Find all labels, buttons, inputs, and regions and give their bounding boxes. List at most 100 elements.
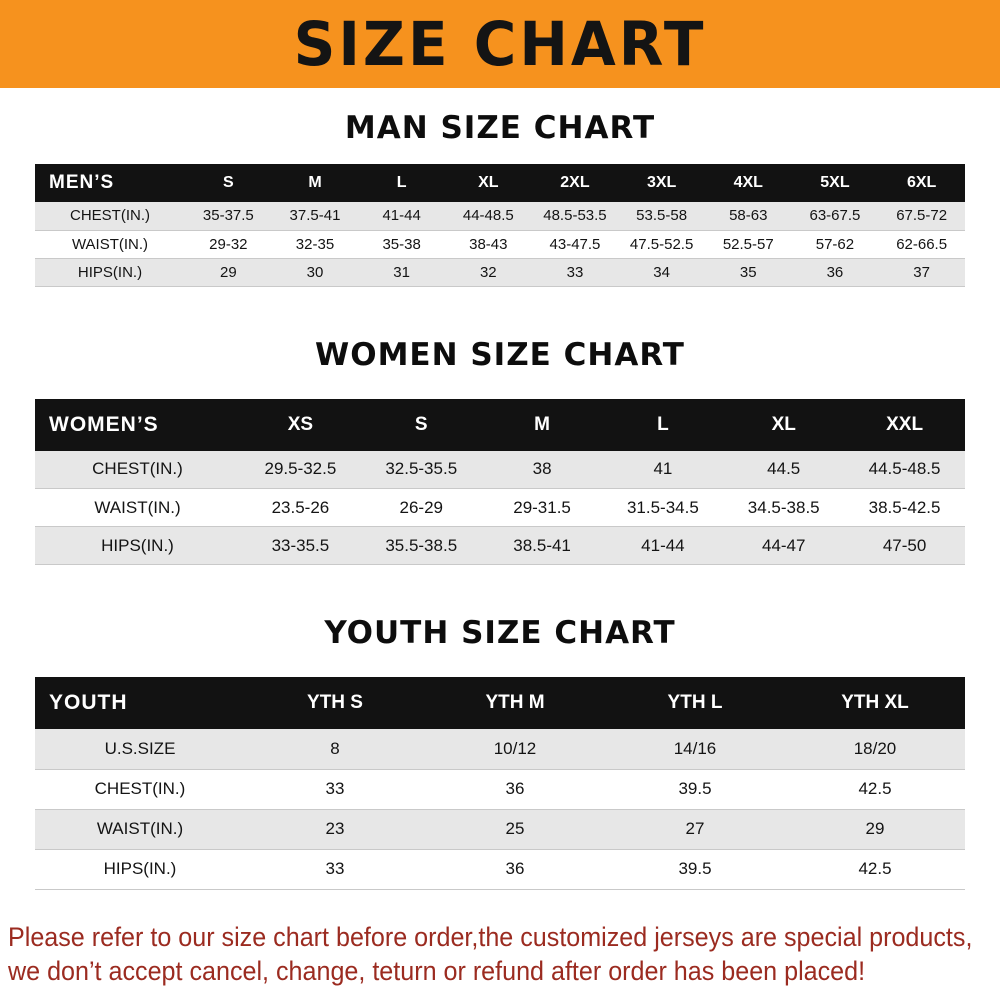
size-value-cell: 14/16 xyxy=(605,729,785,770)
size-value-cell: 29-32 xyxy=(185,230,272,259)
size-value-cell: 10/12 xyxy=(425,729,605,770)
size-column-header: L xyxy=(602,398,724,451)
measurement-label: HIPS(IN.) xyxy=(35,849,245,890)
size-value-cell: 26-29 xyxy=(360,488,482,527)
size-value-cell: 44-47 xyxy=(723,526,845,565)
size-value-cell: 38.5-42.5 xyxy=(844,488,965,527)
size-value-cell: 34 xyxy=(618,258,705,287)
measurement-label: HIPS(IN.) xyxy=(35,258,185,287)
table-header-row: WOMEN’S XS S M L XL XXL xyxy=(35,398,965,451)
size-value-cell: 35.5-38.5 xyxy=(360,526,482,565)
size-value-cell: 38-43 xyxy=(444,230,532,259)
size-value-cell: 42.5 xyxy=(785,769,965,810)
size-value-cell: 25 xyxy=(425,809,605,850)
youth-section-heading: YOUTH SIZE CHART xyxy=(324,615,676,651)
size-value-cell: 33 xyxy=(245,769,425,810)
size-value-cell: 44.5-48.5 xyxy=(844,450,965,489)
size-value-cell: 8 xyxy=(245,729,425,770)
size-value-cell: 35 xyxy=(704,258,792,287)
measurement-label: WAIST(IN.) xyxy=(35,809,245,850)
size-value-cell: 31.5-34.5 xyxy=(602,488,724,527)
size-value-cell: 33-35.5 xyxy=(240,526,361,565)
youth-size-section: YOUTH SIZE CHART YOUTH YTH S YTH M YTH L YTH… xyxy=(0,615,1000,890)
women-size-table: WOMEN’S XS S M L XL XXL CHEST(IN.) 29.5-32.5 32.5… xyxy=(35,398,965,565)
measurement-label: HIPS(IN.) xyxy=(35,526,240,565)
size-column-header: S xyxy=(360,398,482,451)
size-value-cell: 23 xyxy=(245,809,425,850)
size-value-cell: 29 xyxy=(185,258,272,287)
size-value-cell: 53.5-58 xyxy=(618,202,705,231)
size-column-header: M xyxy=(271,164,359,202)
men-size-table: MEN’S S M L XL 2XL 3XL 4XL 5XL 6XL CHEST(IN.) 35-37… xyxy=(35,164,965,287)
measurement-label: CHEST(IN.) xyxy=(35,769,245,810)
size-value-cell: 48.5-53.5 xyxy=(531,202,619,231)
size-value-cell: 35-37.5 xyxy=(185,202,272,231)
size-value-cell: 41-44 xyxy=(602,526,724,565)
size-value-cell: 35-38 xyxy=(358,230,445,259)
measurement-label: U.S.SIZE xyxy=(35,729,245,770)
size-column-header: XL xyxy=(444,164,532,202)
size-value-cell: 36 xyxy=(791,258,879,287)
size-value-cell: 57-62 xyxy=(791,230,879,259)
measurement-row: CHEST(IN.) 29.5-32.5 32.5-35.5 38 41 44.5 44.5… xyxy=(35,450,965,489)
table-header-row: MEN’S S M L XL 2XL 3XL 4XL 5XL 6XL xyxy=(35,164,965,202)
measurement-row: HIPS(IN.) 29 30 31 32 33 34 35 36 37 xyxy=(35,258,965,287)
size-column-header: 2XL xyxy=(531,164,619,202)
measurement-row: WAIST(IN.) 23 25 27 29 xyxy=(35,809,965,850)
size-value-cell: 43-47.5 xyxy=(531,230,619,259)
women-size-section: WOMEN SIZE CHART WOMEN’S XS S M L XL XXL CHEST(… xyxy=(0,336,1000,565)
size-value-cell: 63-67.5 xyxy=(791,202,879,231)
note-line-2: we don’t accept cancel, change, teturn o… xyxy=(8,956,866,987)
page-title: SIZE CHART xyxy=(293,8,707,80)
size-column-header: YTH S xyxy=(245,677,425,729)
measurement-row: HIPS(IN.) 33 36 39.5 42.5 xyxy=(35,849,965,890)
size-value-cell: 39.5 xyxy=(605,849,785,890)
size-value-cell: 33 xyxy=(245,849,425,890)
banner: SIZE CHART xyxy=(0,0,1000,88)
table-header-row: YOUTH YTH S YTH M YTH L YTH XL xyxy=(35,677,965,729)
size-column-header: S xyxy=(185,164,272,202)
size-column-header: 5XL xyxy=(791,164,879,202)
measurement-row: WAIST(IN.) 23.5-26 26-29 29-31.5 31.5-34.5 34… xyxy=(35,488,965,527)
men-size-section: MAN SIZE CHART MEN’S S M L XL 2XL 3XL 4XL 5XL 6XL… xyxy=(0,110,1000,287)
size-column-header: 6XL xyxy=(878,164,965,202)
measurement-label: CHEST(IN.) xyxy=(35,202,185,231)
measurement-label: WAIST(IN.) xyxy=(35,230,185,259)
size-column-header: 3XL xyxy=(618,164,705,202)
measurement-label: WAIST(IN.) xyxy=(35,488,240,527)
size-value-cell: 47-50 xyxy=(844,526,965,565)
size-column-header: YTH M xyxy=(425,677,605,729)
women-section-heading: WOMEN SIZE CHART xyxy=(315,336,685,373)
size-value-cell: 39.5 xyxy=(605,769,785,810)
size-value-cell: 34.5-38.5 xyxy=(723,488,845,527)
size-value-cell: 31 xyxy=(358,258,445,287)
size-value-cell: 29 xyxy=(785,809,965,850)
size-value-cell: 44.5 xyxy=(723,450,845,489)
youth-size-table: YOUTH YTH S YTH M YTH L YTH XL U.S.SIZE 8 10/12… xyxy=(35,677,965,890)
size-value-cell: 23.5-26 xyxy=(240,488,361,527)
size-column-header: XL xyxy=(723,398,845,451)
size-value-cell: 37 xyxy=(878,258,965,287)
measurement-row: HIPS(IN.) 33-35.5 35.5-38.5 38.5-41 41-44 44-… xyxy=(35,526,965,565)
note-line-1: Please refer to our size chart before or… xyxy=(8,921,973,952)
size-value-cell: 41-44 xyxy=(358,202,445,231)
men-section-heading: MAN SIZE CHART xyxy=(344,110,656,146)
table-title-cell: MEN’S xyxy=(35,164,185,202)
table-title-cell: YOUTH xyxy=(35,677,245,729)
size-value-cell: 44-48.5 xyxy=(444,202,532,231)
size-value-cell: 41 xyxy=(602,450,724,489)
size-value-cell: 62-66.5 xyxy=(878,230,965,259)
size-value-cell: 27 xyxy=(605,809,785,850)
size-value-cell: 33 xyxy=(531,258,619,287)
size-value-cell: 18/20 xyxy=(785,729,965,770)
measurement-label: CHEST(IN.) xyxy=(35,450,240,489)
measurement-row: WAIST(IN.) 29-32 32-35 35-38 38-43 43-47.5 47.… xyxy=(35,230,965,259)
size-value-cell: 32 xyxy=(444,258,532,287)
size-value-cell: 29.5-32.5 xyxy=(240,450,361,489)
size-value-cell: 52.5-57 xyxy=(704,230,792,259)
size-column-header: L xyxy=(358,164,445,202)
size-value-cell: 30 xyxy=(271,258,359,287)
size-value-cell: 58-63 xyxy=(704,202,792,231)
size-value-cell: 29-31.5 xyxy=(481,488,603,527)
